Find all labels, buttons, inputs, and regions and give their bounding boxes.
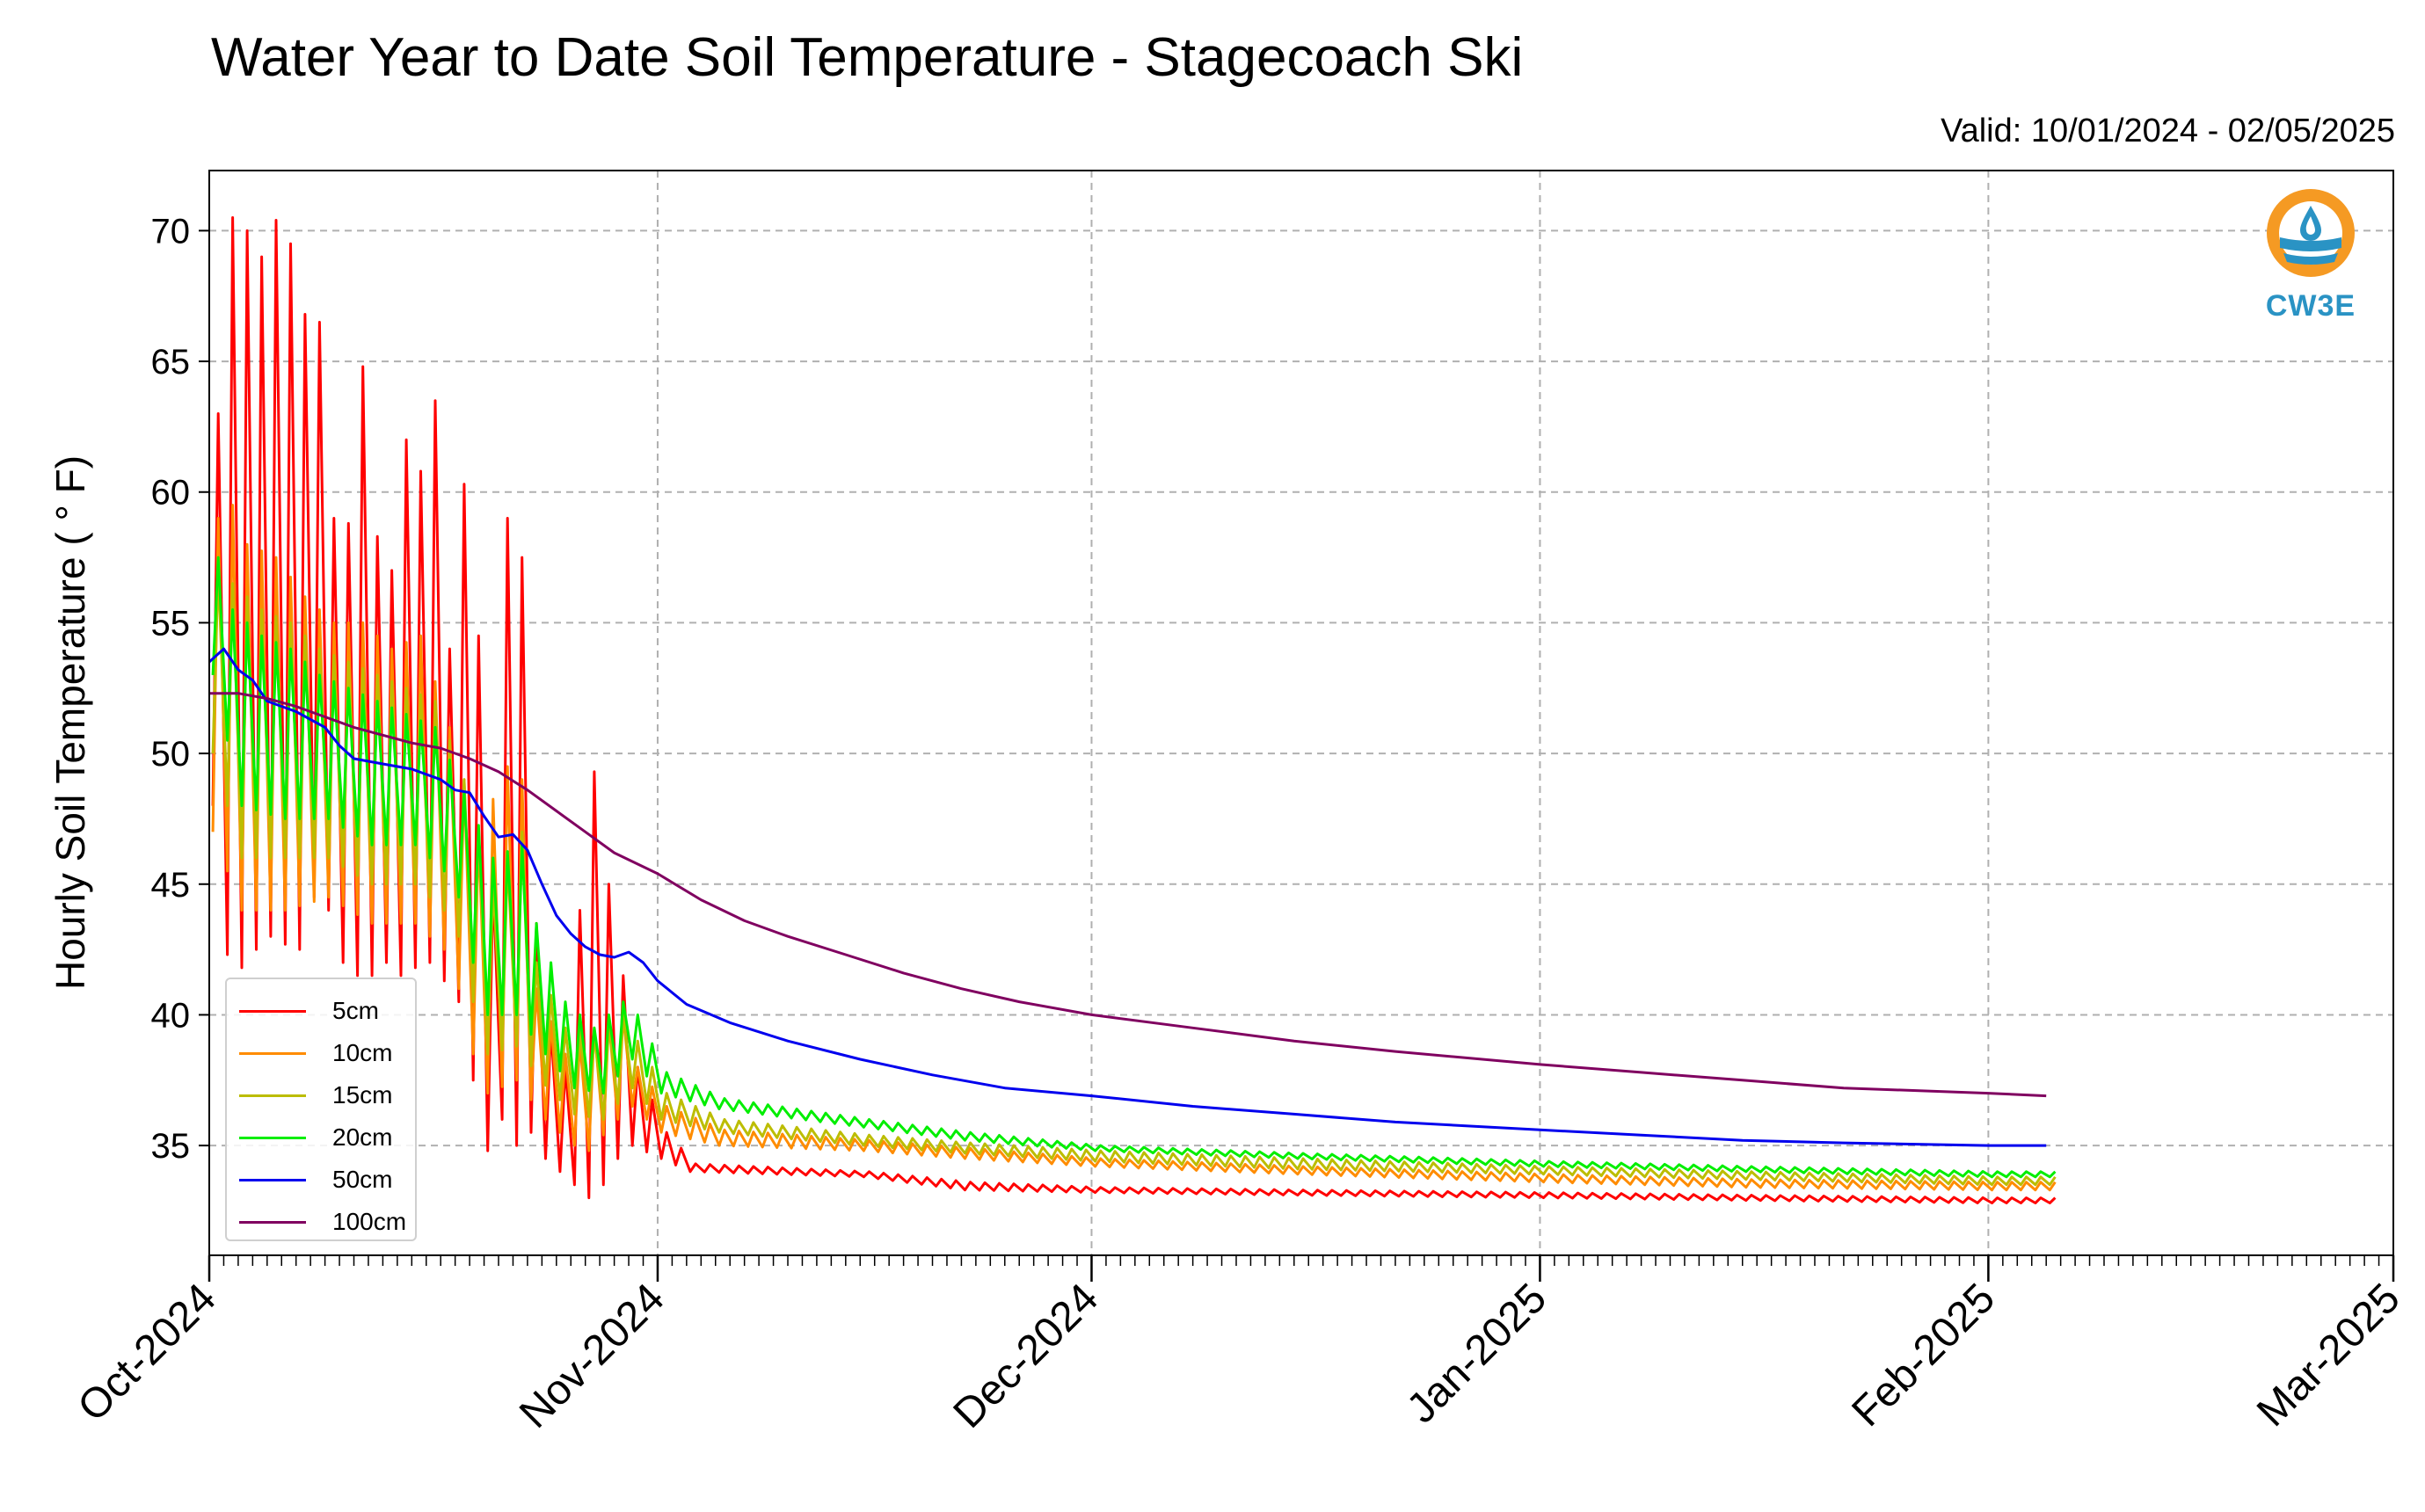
legend: 5cm 10cm 15cm 20cm 50cm 100cm [225, 978, 417, 1241]
x-tick-label: Jan-2025 [1398, 1275, 1555, 1432]
x-tick-label: Mar-2025 [2248, 1275, 2409, 1436]
x-tick-label: Feb-2025 [1843, 1275, 2004, 1436]
chart-title: Water Year to Date Soil Temperature - St… [211, 27, 1524, 88]
legend-swatch [239, 1136, 306, 1139]
y-tick-label: 65 [151, 343, 191, 382]
y-tick-label: 70 [151, 212, 191, 251]
plot-frame [208, 170, 2394, 1256]
legend-label: 50cm [332, 1166, 393, 1193]
legend-swatch [239, 1094, 306, 1097]
legend-swatch [239, 1009, 306, 1013]
legend-item-50cm: 50cm [239, 1159, 392, 1201]
logo-text: CW3E [2265, 289, 2356, 323]
legend-item-15cm: 15cm [239, 1074, 392, 1116]
legend-swatch [239, 1220, 306, 1224]
legend-swatch [239, 1051, 306, 1055]
series-layer [208, 216, 2057, 1204]
legend-label: 15cm [332, 1081, 393, 1109]
cw3e-logo: CW3E [2258, 185, 2363, 323]
legend-item-10cm: 10cm [239, 1032, 392, 1074]
chart-subtitle: Valid: 10/01/2024 - 02/05/2025 [1941, 113, 2395, 149]
series-line-5cm [211, 216, 2057, 1204]
legend-swatch [239, 1178, 306, 1181]
series-line-20cm [211, 556, 2057, 1179]
legend-label: 5cm [332, 997, 379, 1024]
y-tick-label: 50 [151, 735, 191, 774]
y-tick-label: 60 [151, 474, 191, 512]
legend-item-20cm: 20cm [239, 1116, 392, 1159]
y-tick-label: 55 [151, 604, 191, 643]
series-line-100cm [209, 692, 2047, 1098]
legend-item-5cm: 5cm [239, 990, 379, 1032]
series-line-50cm [208, 647, 2047, 1147]
legend-label: 100cm [332, 1208, 407, 1235]
y-axis-label: Hourly Soil Temperature ( ° F) [47, 455, 93, 990]
x-tick-label: Dec-2024 [945, 1275, 1108, 1437]
legend-label: 20cm [332, 1123, 393, 1151]
legend-label: 10cm [332, 1039, 393, 1066]
x-tick-label: Nov-2024 [511, 1275, 674, 1437]
y-tick-label: 40 [151, 996, 191, 1035]
water-drop-icon [2267, 189, 2355, 277]
x-tick-label: Oct-2024 [69, 1275, 225, 1430]
legend-item-100cm: 100cm [239, 1201, 406, 1243]
y-tick-label: 35 [151, 1127, 191, 1166]
grid-layer [208, 171, 2394, 1255]
y-tick-label: 45 [151, 866, 191, 905]
